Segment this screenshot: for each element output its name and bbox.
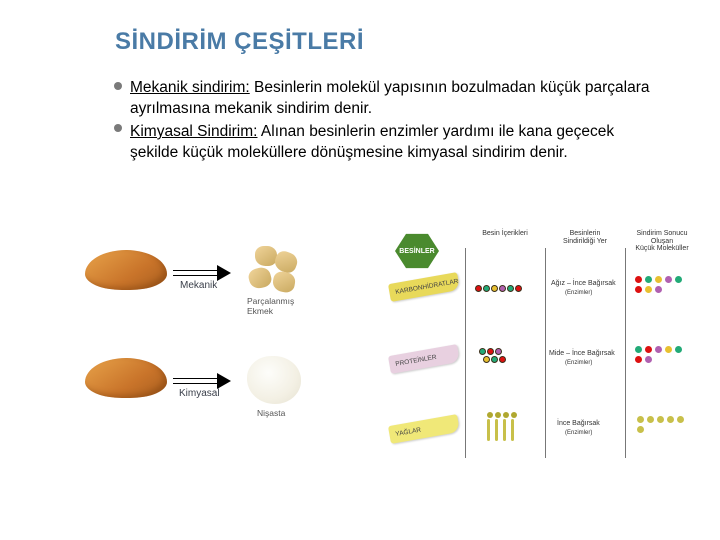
- row3-enzyme: (Enzimler): [565, 430, 592, 436]
- lipid-icon: [487, 412, 517, 441]
- protein-result-icon: [635, 346, 687, 363]
- left-diagram: Mekanik Parçalanmış Ekmek Kimyasal Nişas…: [85, 240, 365, 480]
- row3-location: İnce Bağırsak: [557, 420, 600, 427]
- hexagon-icon: BESİNLER: [395, 232, 439, 270]
- bread-whole-icon: [85, 250, 167, 290]
- p2-label: Kimyasal Sindirim:: [130, 123, 257, 140]
- arrow-icon: [173, 376, 231, 386]
- protein-chain-icon: [479, 348, 506, 363]
- row1-location: Ağız – İnce Bağırsak: [551, 280, 616, 287]
- arrow-icon: [173, 268, 231, 278]
- row1-enzyme: (Enzimler): [565, 290, 592, 296]
- chemical-label: Kimyasal: [179, 388, 220, 399]
- fat-result-icon: [637, 416, 685, 433]
- col3-header: Sindirim Sonucu Oluşan Küçük Moleküller: [627, 230, 697, 253]
- slide-title: SİNDİRİM ÇEŞİTLERİ: [115, 28, 364, 56]
- protein-tag-label: PROTEİNLER: [395, 353, 437, 367]
- body-paragraphs: Mekanik sindirim: Besinlerin molekül yap…: [130, 78, 660, 164]
- col2-header: Besinlerin Sindirildiği Yer: [550, 230, 620, 245]
- fat-tag-label: YAĞLAR: [395, 426, 422, 437]
- starch-blob-icon: [247, 356, 301, 404]
- divider-line: [625, 248, 626, 458]
- col1-header: Besin İçerikleri: [475, 230, 535, 238]
- row2-enzyme: (Enzimler): [565, 360, 592, 366]
- carb-tag-label: KARBONHİDRATLAR: [395, 278, 459, 296]
- right-diagram: BESİNLER Besin İçerikleri Besinlerin Sin…: [395, 230, 695, 490]
- hex-label: BESİNLER: [399, 248, 434, 255]
- mechanical-label: Mekanik: [180, 280, 217, 291]
- paragraph-1: Mekanik sindirim: Besinlerin molekül yap…: [130, 78, 660, 120]
- carb-result-icon: [635, 276, 687, 293]
- carb-tag: KARBONHİDRATLAR: [388, 272, 460, 302]
- pieces-label: Parçalanmış Ekmek: [247, 296, 294, 316]
- row2-location: Mide – İnce Bağırsak: [549, 350, 615, 357]
- starch-label: Nişasta: [257, 408, 285, 418]
- p1-label: Mekanik sindirim:: [130, 79, 250, 96]
- carb-chain-icon: [475, 285, 522, 292]
- divider-line: [465, 248, 466, 458]
- bullet-icon: [114, 82, 122, 90]
- bread-whole-icon: [85, 358, 167, 398]
- fat-tag: YAĞLAR: [388, 414, 460, 444]
- bullet-icon: [114, 124, 122, 132]
- paragraph-2: Kimyasal Sindirim: Alınan besinlerin enz…: [130, 122, 660, 164]
- protein-tag: PROTEİNLER: [388, 344, 460, 374]
- bread-pieces-icon: [245, 246, 305, 294]
- divider-line: [545, 248, 546, 458]
